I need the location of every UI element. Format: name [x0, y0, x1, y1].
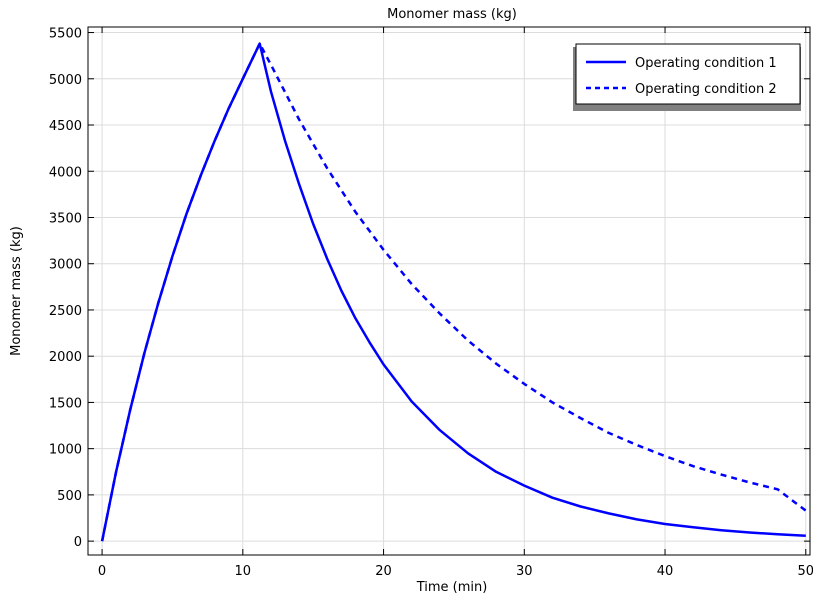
y-tick-label: 2500	[49, 304, 82, 319]
y-tick-label: 4000	[49, 165, 82, 180]
y-tick-label: 0	[74, 535, 82, 550]
x-tick-label: 40	[657, 564, 674, 579]
y-tick-label: 2000	[49, 350, 82, 365]
grid-lines	[88, 27, 810, 555]
legend: Operating condition 1 Operating conditio…	[573, 43, 801, 111]
x-tick-label: 0	[98, 564, 106, 579]
y-tick-label: 1500	[49, 396, 82, 411]
x-tick-label: 20	[375, 564, 392, 579]
plot-frame	[87, 26, 811, 556]
y-tick-label: 1000	[49, 443, 82, 458]
y-tick-label: 3000	[49, 258, 82, 273]
y-tick-label: 4500	[49, 119, 82, 134]
x-tick-label: 50	[798, 564, 813, 579]
legend-label-1: Operating condition 1	[635, 56, 777, 71]
y-tick-label: 5000	[49, 73, 82, 88]
series-layer	[100, 42, 807, 542]
series-line-operating-condition-1	[100, 42, 806, 542]
legend-box	[575, 43, 801, 105]
y-axis-title: Monomer mass (kg)	[9, 226, 24, 356]
legend-label-2: Operating condition 2	[635, 82, 777, 97]
x-tick-label: 10	[235, 564, 252, 579]
chart-title: Monomer mass (kg)	[387, 7, 517, 22]
y-tick-label: 5500	[49, 27, 82, 42]
y-tick-label: 500	[57, 489, 82, 504]
x-axis-title: Time (min)	[416, 580, 488, 595]
x-tick-label: 30	[516, 564, 533, 579]
axis-ticks: 0 10 20 30 40 5005001000150020002500300035004…	[49, 27, 813, 579]
y-tick-label: 3500	[49, 211, 82, 226]
